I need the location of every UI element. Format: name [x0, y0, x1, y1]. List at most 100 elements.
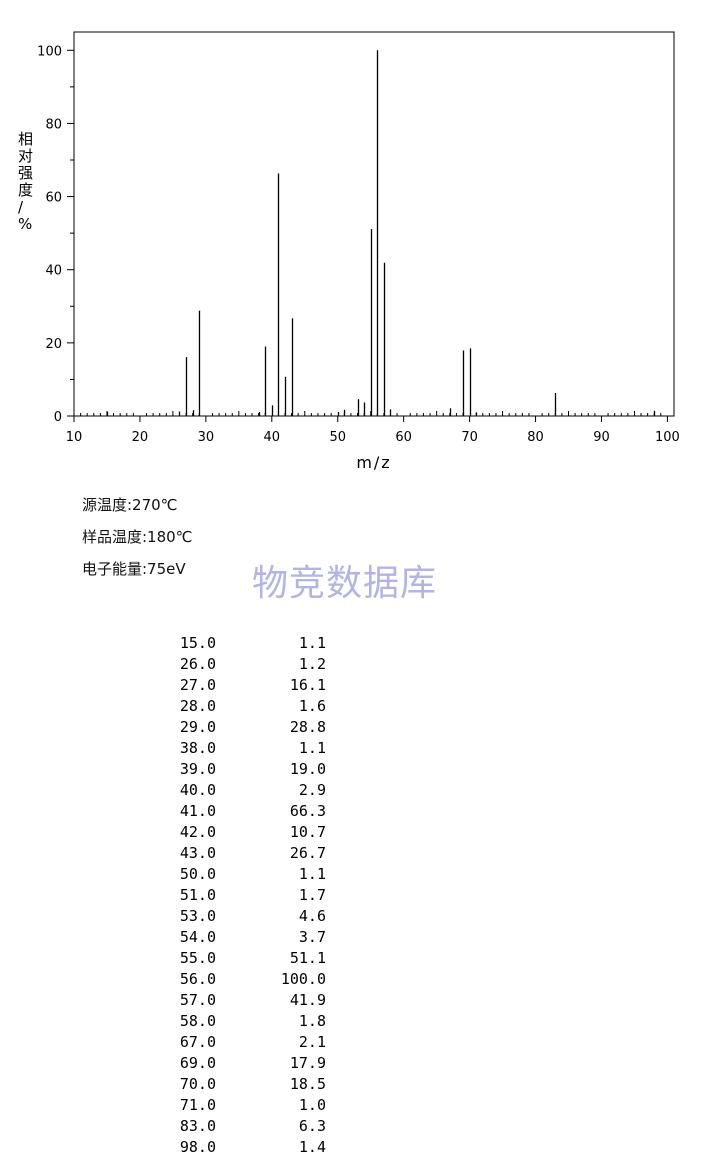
- peak-intensity: 66.3: [289, 802, 326, 820]
- table-row: 55.0 51.1: [160, 948, 326, 969]
- table-row: 28.0 1.6: [160, 696, 326, 717]
- table-row: 83.0 6.3: [160, 1116, 326, 1137]
- peak-table: 15.0 1.1 26.0 1.2 27.0 16.1 28.0 1.6 29.0 28.8 38.…: [160, 633, 326, 1158]
- peak-mz: 42.0: [179, 823, 216, 841]
- peak-mz: 29.0: [179, 718, 216, 736]
- peak-mz: 50.0: [179, 865, 216, 883]
- peak-intensity: 1.1: [298, 739, 326, 757]
- table-row: 57.0 41.9: [160, 990, 326, 1011]
- y-tick-label: 20: [45, 337, 62, 352]
- x-tick-label: 40: [264, 430, 281, 445]
- table-row: 56.0 100.0: [160, 969, 326, 990]
- peak-intensity: 19.0: [289, 760, 326, 778]
- peak-intensity: 41.9: [289, 991, 326, 1009]
- peak-mz: 71.0: [179, 1096, 216, 1114]
- table-row: 58.0 1.8: [160, 1011, 326, 1032]
- table-row: 38.0 1.1: [160, 738, 326, 759]
- peak-intensity: 18.5: [289, 1075, 326, 1093]
- peak-mz: 51.0: [179, 886, 216, 904]
- peak-mz: 67.0: [179, 1033, 216, 1051]
- peak-mz: 27.0: [179, 676, 216, 694]
- peak-mz: 57.0: [179, 991, 216, 1009]
- x-tick-label: 90: [593, 430, 610, 445]
- peak-mz: 26.0: [179, 655, 216, 673]
- peak-intensity: 1.1: [298, 865, 326, 883]
- peak-intensity: 1.6: [298, 697, 326, 715]
- watermark: 物竞数据库: [252, 563, 438, 604]
- table-row: 69.0 17.9: [160, 1053, 326, 1074]
- y-tick-label: 0: [54, 410, 62, 425]
- peak-mz: 83.0: [179, 1117, 216, 1135]
- table-row: 42.0 10.7: [160, 822, 326, 843]
- peak-intensity: 16.1: [289, 676, 326, 694]
- peak-mz: 38.0: [179, 739, 216, 757]
- table-row: 15.0 1.1: [160, 633, 326, 654]
- peak-intensity: 1.8: [298, 1012, 326, 1030]
- peak-mz: 43.0: [179, 844, 216, 862]
- y-tick-label: 40: [45, 264, 62, 279]
- table-row: 40.0 2.9: [160, 780, 326, 801]
- peak-intensity: 1.4: [298, 1138, 326, 1156]
- peak-mz: 98.0: [179, 1138, 216, 1156]
- electron-energy: 电子能量:75eV: [82, 560, 186, 578]
- x-tick-label: 80: [527, 430, 544, 445]
- peak-intensity: 10.7: [289, 823, 326, 841]
- x-tick-label: 10: [66, 430, 83, 445]
- table-row: 29.0 28.8: [160, 717, 326, 738]
- y-tick-label: 60: [45, 191, 62, 206]
- table-row: 71.0 1.0: [160, 1095, 326, 1116]
- table-row: 70.0 18.5: [160, 1074, 326, 1095]
- peak-intensity: 1.7: [298, 886, 326, 904]
- peak-intensity: 1.1: [298, 634, 326, 652]
- mass-spectrum-chart: 10 20 30 40 50 60 70 80 90 100 0 20 40 60 80 100 m/z 相对强度…: [18, 31, 680, 472]
- table-row: 26.0 1.2: [160, 654, 326, 675]
- table-row: 50.0 1.1: [160, 864, 326, 885]
- x-tick-label: 60: [395, 430, 412, 445]
- peak-intensity: 1.2: [298, 655, 326, 673]
- peak-intensity: 100.0: [280, 970, 326, 988]
- x-tick-label: 30: [198, 430, 215, 445]
- table-row: 43.0 26.7: [160, 843, 326, 864]
- peak-intensity: 3.7: [298, 928, 326, 946]
- x-tick-label: 70: [461, 430, 478, 445]
- peak-intensity: 2.1: [298, 1033, 326, 1051]
- table-row: 98.0 1.4: [160, 1137, 326, 1158]
- x-axis-label: m/z: [356, 453, 391, 472]
- peak-mz: 28.0: [179, 697, 216, 715]
- x-tick-label: 100: [655, 430, 680, 445]
- peak-mz: 56.0: [179, 970, 216, 988]
- peak-mz: 58.0: [179, 1012, 216, 1030]
- peak-intensity: 1.0: [298, 1096, 326, 1114]
- peak-intensity: 17.9: [289, 1054, 326, 1072]
- peak-intensity: 4.6: [298, 907, 326, 925]
- table-row: 39.0 19.0: [160, 759, 326, 780]
- peak-mz: 55.0: [179, 949, 216, 967]
- x-tick-label: 20: [132, 430, 149, 445]
- peak-mz: 54.0: [179, 928, 216, 946]
- sample-temperature: 样品温度:180℃: [82, 528, 193, 546]
- peak-mz: 15.0: [179, 634, 216, 652]
- x-tick-label: 50: [329, 430, 346, 445]
- table-row: 54.0 3.7: [160, 927, 326, 948]
- table-row: 53.0 4.6: [160, 906, 326, 927]
- peak-intensity: 6.3: [298, 1117, 326, 1135]
- peak-intensity: 51.1: [289, 949, 326, 967]
- peak-mz: 41.0: [179, 802, 216, 820]
- peak-mz: 70.0: [179, 1075, 216, 1093]
- peak-mz: 69.0: [179, 1054, 216, 1072]
- peak-mz: 39.0: [179, 760, 216, 778]
- plot-frame: [73, 31, 675, 417]
- table-row: 67.0 2.1: [160, 1032, 326, 1053]
- table-row: 51.0 1.7: [160, 885, 326, 906]
- table-row: 27.0 16.1: [160, 675, 326, 696]
- y-axis-label: 相对强度/%: [18, 130, 33, 233]
- peak-intensity: 28.8: [289, 718, 326, 736]
- y-tick-label: 80: [45, 117, 62, 132]
- source-temperature: 源温度:270℃: [82, 496, 178, 514]
- table-row: 41.0 66.3: [160, 801, 326, 822]
- peak-mz: 53.0: [179, 907, 216, 925]
- y-tick-label: 100: [37, 44, 62, 59]
- peak-intensity: 26.7: [289, 844, 326, 862]
- peak-intensity: 2.9: [298, 781, 326, 799]
- peak-mz: 40.0: [179, 781, 216, 799]
